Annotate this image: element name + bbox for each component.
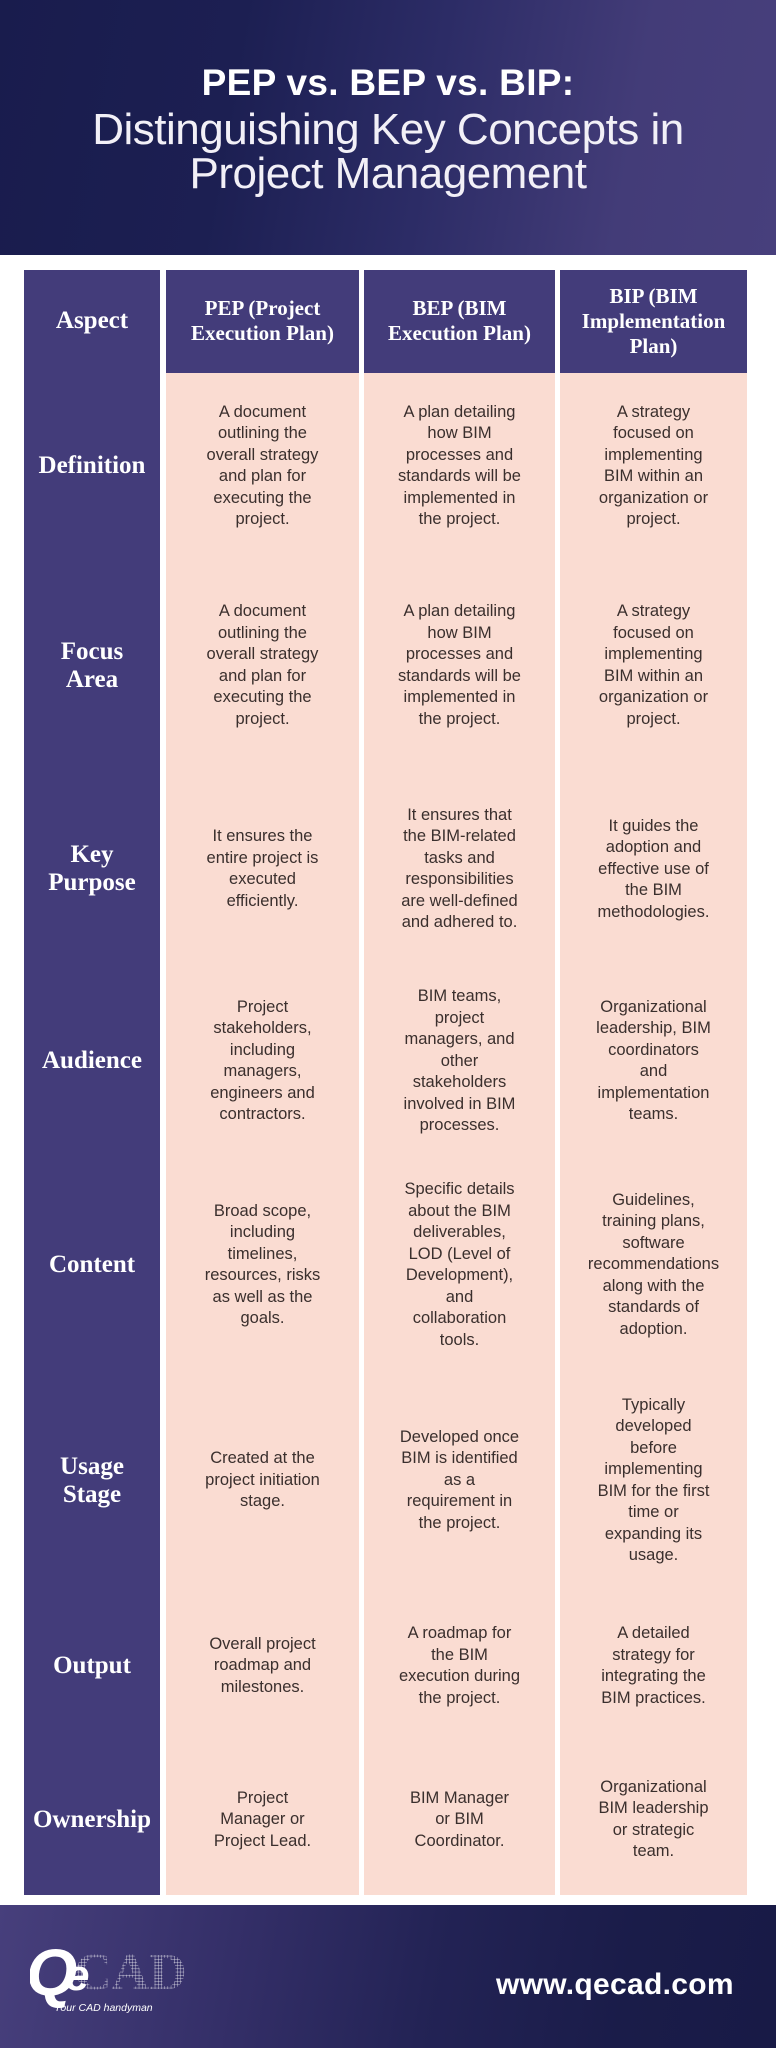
svg-text:Your CAD handyman: Your CAD handyman	[54, 2002, 153, 2014]
